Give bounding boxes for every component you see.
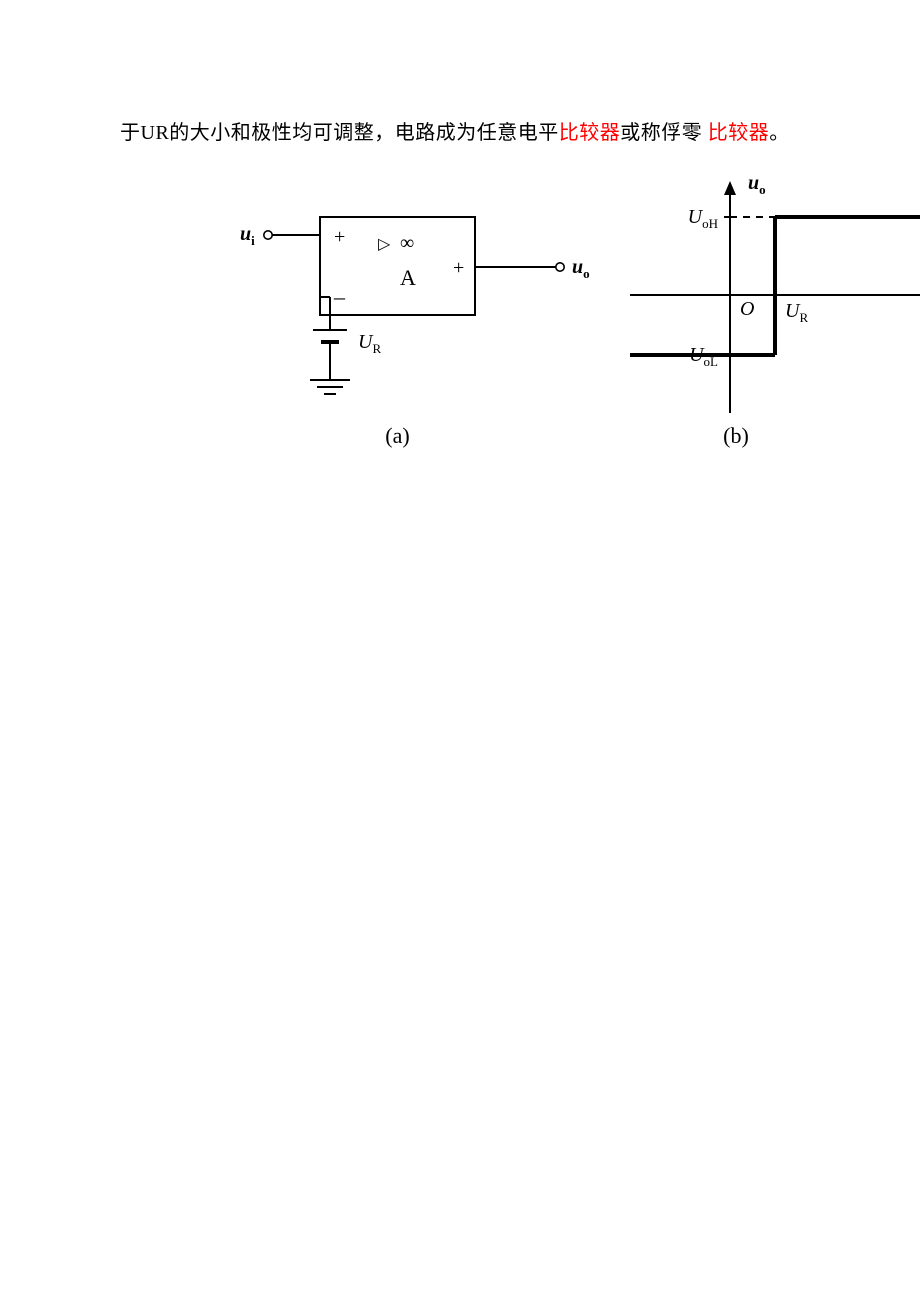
- caption-highlight-1: 比较器: [559, 122, 621, 144]
- svg-text:UoL: UoL: [689, 344, 718, 369]
- svg-text:UoH: UoH: [688, 206, 718, 231]
- svg-text:–: –: [333, 284, 346, 309]
- svg-text:∞: ∞: [400, 232, 414, 254]
- svg-text:+: +: [453, 257, 464, 279]
- caption-end: 。: [769, 122, 790, 144]
- caption-pre: 于UR的大小和极性均可调整，电路成为任意电平: [120, 122, 559, 144]
- svg-text:A: A: [400, 265, 416, 290]
- page: 于UR的大小和极性均可调整，电路成为任意电平比较器或称俘零 比较器。 uiuo+…: [0, 0, 920, 1302]
- svg-text:UR: UR: [358, 331, 381, 356]
- caption-line: 于UR的大小和极性均可调整，电路成为任意电平比较器或称俘零 比较器。: [120, 116, 790, 145]
- svg-text:UR: UR: [785, 300, 808, 325]
- svg-text:(b): (b): [723, 423, 749, 448]
- svg-text:▷: ▷: [378, 236, 391, 253]
- circuit-diagram: ui uo + – ▷ ∞ A + UR (a): [240, 217, 590, 448]
- svg-text:uo: uo: [572, 256, 590, 281]
- svg-text:+: +: [334, 226, 345, 248]
- caption-highlight-2: 比较器: [708, 122, 770, 144]
- figure-svg: ui uo + – ▷ ∞ A + UR (a) uo UoH UoL O UR (b): [230, 175, 920, 465]
- svg-text:uo: uo: [748, 175, 766, 197]
- transfer-graph: uo UoH UoL O UR (b): [630, 175, 920, 448]
- svg-text:ui: ui: [240, 223, 255, 248]
- svg-text:O: O: [740, 298, 754, 320]
- svg-text:(a): (a): [385, 423, 409, 448]
- caption-mid: 或称俘零: [620, 122, 708, 144]
